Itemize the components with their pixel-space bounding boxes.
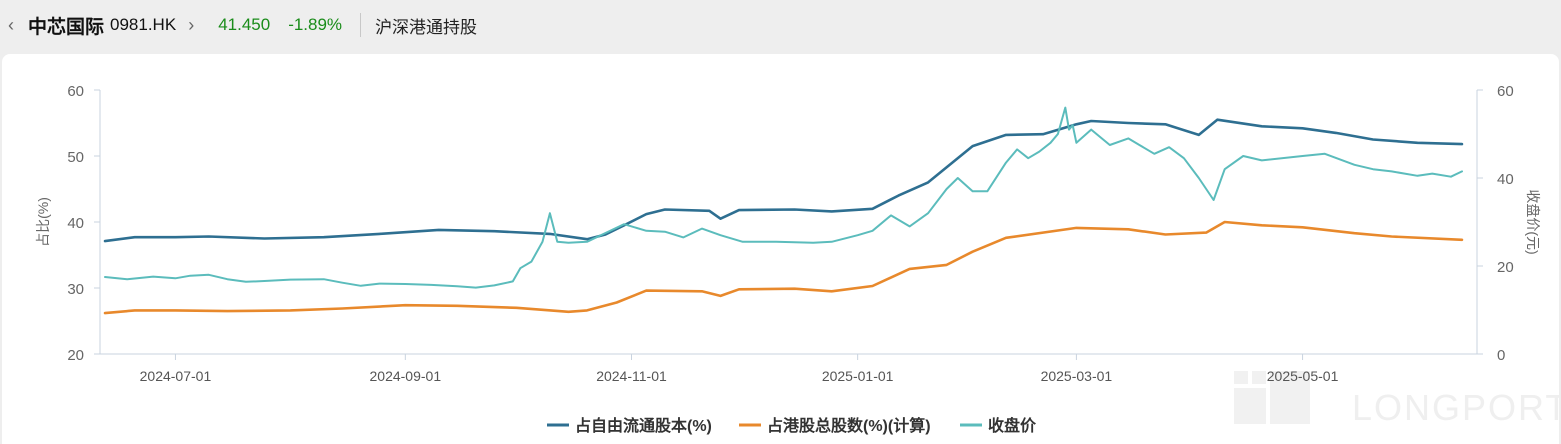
chevron-left-icon[interactable]: ‹ (8, 14, 14, 35)
x-tick-label: 2025-01-01 (822, 368, 894, 384)
stock-code: 0981.HK (110, 15, 177, 34)
stock-name: 中芯国际 (28, 16, 105, 38)
watermark-text: LONGPORT (1352, 387, 1559, 428)
x-tick-label: 2025-03-01 (1041, 368, 1113, 384)
x-tick-label: 2024-09-01 (370, 368, 442, 384)
chevron-right-icon[interactable]: › (188, 14, 195, 35)
y-right-tick-label: 0 (1497, 347, 1505, 364)
header-divider (360, 13, 362, 37)
stock-header-bar: ‹ 中芯国际 0981.HK › 41.450 -1.89% 沪深港通持股 (0, 0, 1561, 50)
legend-label-1: 占自由流通股本(%) (575, 416, 712, 435)
y-right-tick-label: 60 (1497, 83, 1514, 100)
x-tick-label: 2025-05-01 (1267, 368, 1339, 384)
legend-label-3: 收盘价 (988, 416, 1037, 435)
y-left-axis-title: 占比(%) (35, 197, 51, 247)
chart-panel: LONGPORT 60 50 40 30 20 60 40 20 0 2024-07-01 2024… (2, 54, 1559, 444)
holdings-chart: LONGPORT 60 50 40 30 20 60 40 20 0 2024-07-01 2024… (35, 83, 1559, 435)
series-line-3 (104, 106, 1463, 289)
y-left-tick-label: 30 (67, 281, 84, 298)
y-right-tick-label: 20 (1497, 259, 1514, 276)
x-tick-label: 2024-07-01 (140, 368, 212, 384)
y-right-axis-title: 收盘价(元) (1525, 189, 1541, 254)
stock-price: 41.450 (218, 15, 271, 34)
y-right-tick-label: 40 (1497, 171, 1514, 188)
y-left-tick-label: 50 (67, 149, 84, 166)
series-line-1 (103, 118, 1464, 243)
legend-label-2: 占港股总股数(%)(计算) (767, 416, 931, 435)
y-left-tick-label: 60 (67, 83, 84, 100)
y-left-tick-label: 20 (67, 347, 84, 364)
stock-change: -1.89% (288, 15, 343, 34)
y-left-tick-label: 40 (67, 215, 84, 232)
section-title: 沪深港通持股 (375, 17, 478, 37)
x-tick-label: 2024-11-01 (596, 368, 667, 384)
series-line-2 (103, 220, 1464, 315)
watermark: LONGPORT (1234, 371, 1559, 428)
